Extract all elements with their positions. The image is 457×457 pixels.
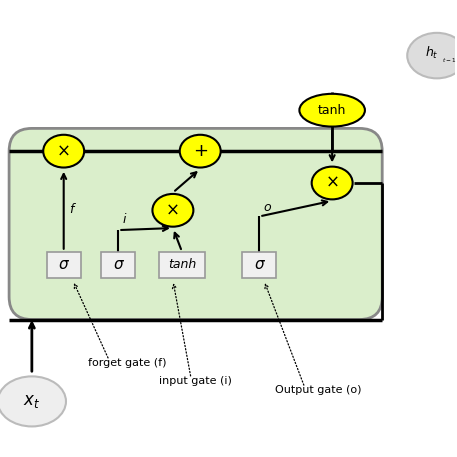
Ellipse shape <box>407 33 457 78</box>
Text: f: f <box>69 203 74 216</box>
Ellipse shape <box>43 135 84 168</box>
Text: ×: × <box>57 142 71 160</box>
Ellipse shape <box>312 167 353 199</box>
Ellipse shape <box>180 135 221 168</box>
FancyBboxPatch shape <box>47 252 81 278</box>
Text: σ: σ <box>113 257 123 272</box>
Text: $h_t$: $h_t$ <box>425 45 439 61</box>
FancyBboxPatch shape <box>9 128 382 319</box>
Text: ×: × <box>325 174 339 192</box>
Ellipse shape <box>0 377 66 426</box>
Text: σ: σ <box>255 257 264 272</box>
Ellipse shape <box>153 194 193 227</box>
Text: +: + <box>193 142 207 160</box>
Text: o: o <box>264 201 271 214</box>
Text: tanh: tanh <box>318 104 346 117</box>
FancyBboxPatch shape <box>242 252 276 278</box>
Text: i: i <box>123 213 126 226</box>
Text: $x_t$: $x_t$ <box>23 393 41 410</box>
FancyBboxPatch shape <box>159 252 205 278</box>
Text: input gate (i): input gate (i) <box>159 377 232 386</box>
Text: forget gate (f): forget gate (f) <box>88 358 167 368</box>
Text: Output gate (o): Output gate (o) <box>275 385 362 395</box>
Text: tanh: tanh <box>168 258 196 271</box>
Text: $_{t-1}$: $_{t-1}$ <box>442 56 457 64</box>
FancyBboxPatch shape <box>101 252 135 278</box>
Text: ×: × <box>166 201 180 219</box>
Text: σ: σ <box>59 257 69 272</box>
Ellipse shape <box>299 94 365 127</box>
